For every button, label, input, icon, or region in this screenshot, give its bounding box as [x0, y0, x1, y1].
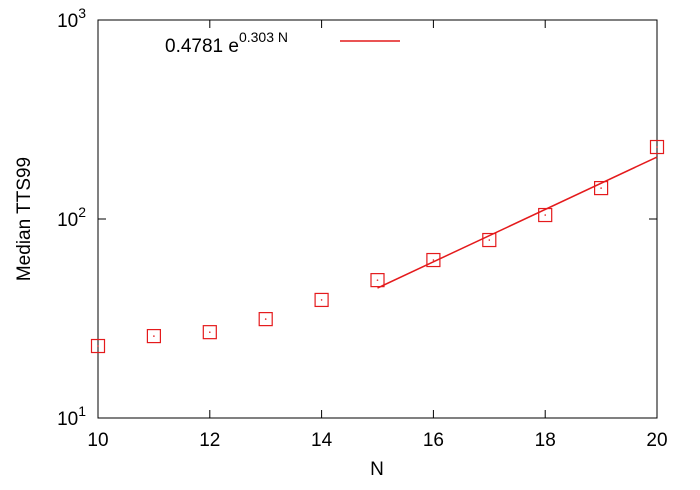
point-center — [209, 331, 211, 333]
point-center — [488, 239, 491, 241]
point-center — [153, 335, 155, 337]
point-center — [376, 279, 379, 281]
point-center — [264, 318, 267, 320]
point-center — [544, 214, 546, 216]
legend-label: 0.4781 e0.303 N — [165, 29, 288, 57]
point — [258, 312, 273, 327]
point — [593, 180, 609, 196]
x-tick-label: 20 — [646, 430, 667, 451]
legend-name: 0.4781 e — [165, 36, 239, 57]
point-center — [656, 146, 658, 148]
y-tick-base: 10 — [57, 11, 78, 32]
point-center — [432, 259, 435, 261]
point — [370, 273, 385, 288]
y-tick-base: 10 — [57, 210, 78, 231]
y-tick-label: 103 — [57, 5, 86, 32]
x-tick-label: 14 — [311, 430, 333, 451]
y-tick-exponent: 3 — [78, 5, 86, 21]
point — [146, 328, 161, 344]
point-center — [320, 299, 323, 301]
x-tick-label: 10 — [87, 430, 108, 451]
point — [314, 292, 329, 308]
x-tick-label: 12 — [199, 430, 220, 451]
y-tick-label: 102 — [57, 204, 86, 231]
y-tick-exponent: 1 — [78, 403, 86, 419]
point — [649, 139, 665, 155]
y-tick-label: 101 — [57, 403, 86, 430]
legend-exponent: 0.303 N — [239, 29, 288, 45]
point — [202, 325, 217, 340]
fit-line — [377, 156, 658, 289]
point-center — [600, 187, 602, 189]
point-center — [97, 345, 99, 347]
point — [482, 232, 497, 248]
plot-frame — [97, 19, 658, 419]
x-tick-label: 16 — [423, 430, 444, 451]
point — [538, 207, 553, 223]
x-axis-label: N — [370, 459, 384, 480]
point — [426, 252, 441, 268]
y-axis-label: Median TTS99 — [14, 157, 35, 281]
x-tick-label: 18 — [535, 430, 556, 451]
y-tick-exponent: 2 — [78, 204, 86, 220]
y-tick-base: 10 — [57, 409, 78, 430]
point — [90, 338, 106, 354]
